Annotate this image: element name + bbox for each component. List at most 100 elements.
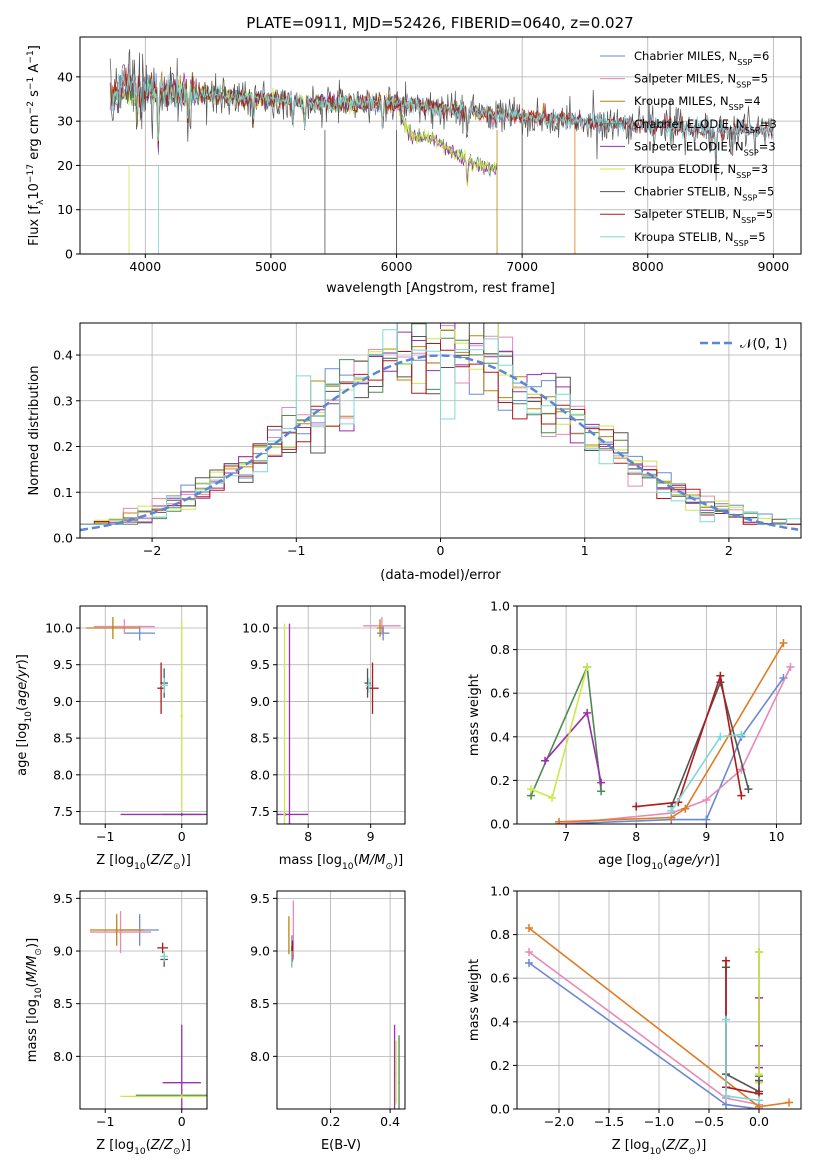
axes-frame xyxy=(276,890,406,1110)
data-marker xyxy=(597,787,606,796)
y-tick-label: 9.5 xyxy=(53,891,73,906)
y-tick-label: 0.8 xyxy=(490,927,510,942)
x-tick-label: 0 xyxy=(178,1114,186,1129)
x-tick-label: 8 xyxy=(304,829,312,844)
data-marker xyxy=(583,663,592,672)
axes-frame xyxy=(79,890,208,1110)
data-marker xyxy=(722,1091,730,1100)
y-axis-label: mass [log10(M/M⊙)] xyxy=(25,938,44,1062)
y-tick-label: 1.0 xyxy=(490,599,510,614)
data-marker xyxy=(541,756,550,765)
x-tick-label: 10 xyxy=(769,829,785,844)
legend-label: Salpeter MILES, NSSP=5 xyxy=(634,72,768,90)
data-marker xyxy=(716,671,725,680)
data-marker xyxy=(597,778,606,787)
y-tick-label: 0.2 xyxy=(53,439,73,454)
y-tick-label: 0.3 xyxy=(53,393,73,408)
x-axis-label: E(B-V) xyxy=(321,1138,361,1153)
panel-mass_vs_Z: −1 0 8.0 8.5 9.0 9.5 Z [log10(Z/Z⊙)] mass [log1… xyxy=(25,890,208,1157)
series-orange xyxy=(559,642,785,823)
x-axis-label: Z [log10(Z/Z⊙)] xyxy=(612,1138,707,1157)
plot-area-age_vs_Z xyxy=(86,617,207,816)
x-tick-label: −1 xyxy=(96,1114,114,1129)
y-tick-label: 9.0 xyxy=(250,694,270,709)
y-tick-label: 8.5 xyxy=(53,996,73,1011)
panel-mass_weight_vs_age: 7 8 9 10 0.0 0.2 0.4 0.6 0.8 1.0 age [log10(age/yr… xyxy=(467,599,802,872)
x-tick-label: −1.0 xyxy=(644,1114,674,1129)
y-tick-label: 0.1 xyxy=(53,485,73,500)
data-marker xyxy=(583,708,592,717)
axes-frame xyxy=(79,605,208,825)
x-tick-label: 8 xyxy=(632,829,640,844)
x-axis-label: wavelength [Angstrom, rest frame] xyxy=(326,281,555,296)
y-tick-label: 8.0 xyxy=(250,1049,270,1064)
x-tick-label: −0.5 xyxy=(694,1114,724,1129)
x-tick-label: 9 xyxy=(702,829,710,844)
panel-age_vs_mass: 8 9 7.5 8.0 8.5 9.0 9.5 10.0 mass [log10(M/M⊙)] xyxy=(242,605,406,872)
x-tick-label: 7000 xyxy=(506,259,538,274)
data-marker xyxy=(722,1015,730,1024)
x-tick-label: 7 xyxy=(562,829,570,844)
data-marker xyxy=(786,663,795,672)
data-marker xyxy=(722,956,730,965)
x-axis-label: age [log10(age/yr)] xyxy=(598,853,720,872)
y-tick-label: 0.6 xyxy=(490,686,510,701)
y-axis-label: Flux [fλ10−17 erg cm−2 s−1 A−1] xyxy=(26,45,46,246)
panel-residuals: −2 −1 0 1 2 0.0 0.1 0.2 0.3 0.4 (data-model)/error… xyxy=(27,322,802,583)
x-tick-label: −1 xyxy=(287,543,305,558)
y-tick-label: 9.5 xyxy=(53,657,73,672)
y-tick-label: 0.4 xyxy=(490,729,510,744)
x-tick-label: 0.0 xyxy=(749,1114,769,1129)
data-marker xyxy=(785,1098,793,1107)
panel-mass_vs_EBV: 0.2 0.4 8.0 8.5 9.0 9.5 E(B-V) xyxy=(250,890,406,1153)
x-tick-label: 9 xyxy=(367,829,375,844)
y-tick-label: 9.0 xyxy=(250,944,270,959)
y-tick-label: 0.4 xyxy=(490,1014,510,1029)
data-marker xyxy=(755,948,763,957)
plot-area-age_vs_mass xyxy=(277,617,401,824)
x-axis-label: (data-model)/error xyxy=(380,568,501,583)
x-tick-label: −2 xyxy=(143,543,161,558)
legend-label: Kroupa STELIB, NSSP=5 xyxy=(634,230,766,248)
series-salpeter-miles xyxy=(528,951,760,1106)
y-tick-label: 0.0 xyxy=(490,817,510,832)
plot-area-mass_vs_Z xyxy=(89,911,207,1109)
legend-label: Chabrier ELODIE, NSSP=3 xyxy=(634,117,777,135)
x-axis-label: mass [log10(M/M⊙)] xyxy=(279,853,403,872)
data-marker xyxy=(755,1096,763,1105)
legend-label: 𝒩(0, 1) xyxy=(740,337,787,352)
panel-age_vs_Z: −1 0 7.5 8.0 8.5 9.0 9.5 10.0 Z [log10(Z/Z⊙)] age… xyxy=(15,605,208,872)
plot-area-residuals xyxy=(80,323,801,538)
y-tick-label: 10 xyxy=(57,202,73,217)
y-tick-label: 9.0 xyxy=(53,944,73,959)
data-marker xyxy=(681,804,690,813)
y-tick-label: 0.2 xyxy=(490,1058,510,1073)
gaussian-curve xyxy=(80,354,799,532)
axes-frame xyxy=(276,605,406,825)
y-tick-label: 0.8 xyxy=(490,642,510,657)
data-marker xyxy=(744,785,753,794)
data-marker xyxy=(667,806,676,815)
y-axis-label: Normed distribution xyxy=(27,366,42,496)
y-tick-label: 9.0 xyxy=(53,694,73,709)
x-tick-label: 0.2 xyxy=(321,1114,341,1129)
x-tick-label: 6000 xyxy=(381,259,413,274)
y-tick-label: 30 xyxy=(57,114,73,129)
legend-label: Kroupa MILES, NSSP=4 xyxy=(634,94,761,112)
axes-frame xyxy=(79,36,802,255)
plot-area-mass_vs_EBV xyxy=(288,900,400,1109)
y-tick-label: 10.0 xyxy=(242,621,270,636)
panel-mass_weight_vs_Z: −2.0 −1.5 −1.0 −0.5 0.0 0.0 0.2 0.4 0.6 0.8 1.0 Z [… xyxy=(467,884,802,1157)
data-marker xyxy=(737,791,746,800)
legend-label: Kroupa ELODIE, NSSP=3 xyxy=(634,162,768,180)
data-marker xyxy=(737,730,746,739)
x-tick-label: 2 xyxy=(725,543,733,558)
y-tick-label: 8.0 xyxy=(53,767,73,782)
y-axis-label: age [log10(age/yr)] xyxy=(15,654,34,776)
y-axis-label: mass weight xyxy=(467,674,482,756)
x-tick-label: −1 xyxy=(96,829,114,844)
plot-area-spectrum xyxy=(109,49,774,254)
legend-label: Chabrier MILES, NSSP=6 xyxy=(634,49,769,67)
x-tick-label: 5000 xyxy=(255,259,287,274)
